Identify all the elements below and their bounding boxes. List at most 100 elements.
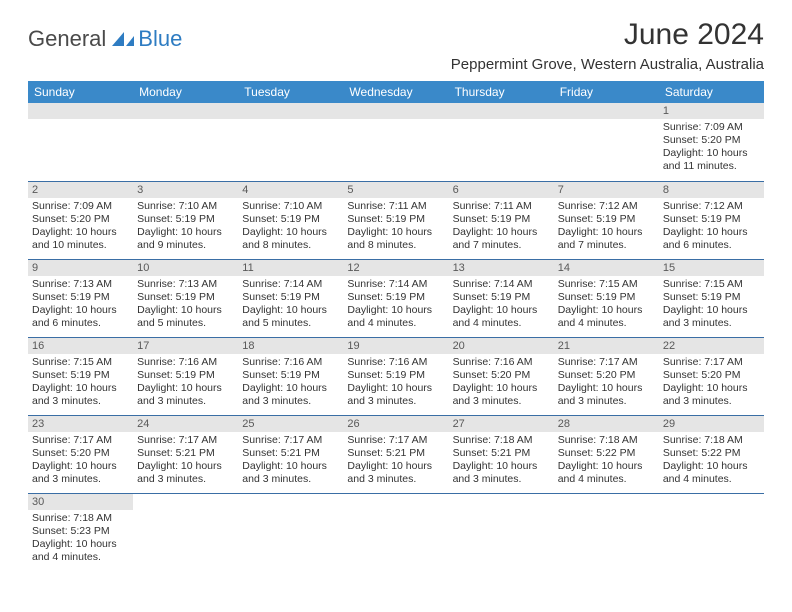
calendar-cell: 13Sunrise: 7:14 AMSunset: 5:19 PMDayligh… xyxy=(449,259,554,337)
calendar-cell: 20Sunrise: 7:16 AMSunset: 5:20 PMDayligh… xyxy=(449,337,554,415)
daylight-text: Daylight: 10 hours and 3 minutes. xyxy=(453,382,550,408)
day-number: 23 xyxy=(28,416,133,432)
calendar-cell: 25Sunrise: 7:17 AMSunset: 5:21 PMDayligh… xyxy=(238,415,343,493)
daylight-text: Daylight: 10 hours and 3 minutes. xyxy=(137,460,234,486)
daylight-text: Daylight: 10 hours and 3 minutes. xyxy=(32,460,129,486)
empty-day-header xyxy=(554,103,659,119)
calendar-week-row: 16Sunrise: 7:15 AMSunset: 5:19 PMDayligh… xyxy=(28,337,764,415)
daylight-text: Daylight: 10 hours and 8 minutes. xyxy=(242,226,339,252)
calendar-cell: 8Sunrise: 7:12 AMSunset: 5:19 PMDaylight… xyxy=(659,181,764,259)
day-details: Sunrise: 7:13 AMSunset: 5:19 PMDaylight:… xyxy=(133,276,238,333)
day-details: Sunrise: 7:14 AMSunset: 5:19 PMDaylight:… xyxy=(449,276,554,333)
calendar-cell: 2Sunrise: 7:09 AMSunset: 5:20 PMDaylight… xyxy=(28,181,133,259)
day-details: Sunrise: 7:11 AMSunset: 5:19 PMDaylight:… xyxy=(343,198,448,255)
day-number: 28 xyxy=(554,416,659,432)
day-number: 26 xyxy=(343,416,448,432)
empty-day-header xyxy=(238,103,343,119)
sunrise-text: Sunrise: 7:17 AM xyxy=(558,356,655,369)
sunrise-text: Sunrise: 7:14 AM xyxy=(347,278,444,291)
sunrise-text: Sunrise: 7:12 AM xyxy=(558,200,655,213)
sunset-text: Sunset: 5:19 PM xyxy=(347,291,444,304)
sunset-text: Sunset: 5:19 PM xyxy=(137,213,234,226)
sunset-text: Sunset: 5:19 PM xyxy=(32,369,129,382)
sunrise-text: Sunrise: 7:10 AM xyxy=(242,200,339,213)
sunset-text: Sunset: 5:19 PM xyxy=(453,213,550,226)
sunset-text: Sunset: 5:19 PM xyxy=(242,291,339,304)
day-number: 14 xyxy=(554,260,659,276)
sunset-text: Sunset: 5:21 PM xyxy=(242,447,339,460)
sunrise-text: Sunrise: 7:13 AM xyxy=(32,278,129,291)
sunset-text: Sunset: 5:22 PM xyxy=(663,447,760,460)
calendar-cell: 21Sunrise: 7:17 AMSunset: 5:20 PMDayligh… xyxy=(554,337,659,415)
day-details: Sunrise: 7:17 AMSunset: 5:21 PMDaylight:… xyxy=(238,432,343,489)
daylight-text: Daylight: 10 hours and 3 minutes. xyxy=(558,382,655,408)
day-number: 21 xyxy=(554,338,659,354)
calendar-cell xyxy=(659,493,764,571)
weekday-header: Friday xyxy=(554,81,659,103)
day-details: Sunrise: 7:16 AMSunset: 5:19 PMDaylight:… xyxy=(343,354,448,411)
day-details: Sunrise: 7:13 AMSunset: 5:19 PMDaylight:… xyxy=(28,276,133,333)
sunset-text: Sunset: 5:19 PM xyxy=(347,369,444,382)
daylight-text: Daylight: 10 hours and 10 minutes. xyxy=(32,226,129,252)
calendar-week-row: 9Sunrise: 7:13 AMSunset: 5:19 PMDaylight… xyxy=(28,259,764,337)
day-details: Sunrise: 7:11 AMSunset: 5:19 PMDaylight:… xyxy=(449,198,554,255)
sunset-text: Sunset: 5:21 PM xyxy=(347,447,444,460)
sunrise-text: Sunrise: 7:11 AM xyxy=(347,200,444,213)
calendar-cell xyxy=(238,103,343,181)
day-details: Sunrise: 7:15 AMSunset: 5:19 PMDaylight:… xyxy=(659,276,764,333)
sunrise-text: Sunrise: 7:15 AM xyxy=(663,278,760,291)
sunrise-text: Sunrise: 7:16 AM xyxy=(242,356,339,369)
calendar-cell xyxy=(343,103,448,181)
day-number: 2 xyxy=(28,182,133,198)
month-title: June 2024 xyxy=(451,18,764,52)
sunset-text: Sunset: 5:19 PM xyxy=(453,291,550,304)
empty-day-header xyxy=(343,103,448,119)
calendar-cell xyxy=(28,103,133,181)
sunrise-text: Sunrise: 7:09 AM xyxy=(32,200,129,213)
day-details: Sunrise: 7:09 AMSunset: 5:20 PMDaylight:… xyxy=(659,119,764,176)
sunrise-text: Sunrise: 7:15 AM xyxy=(32,356,129,369)
day-details: Sunrise: 7:16 AMSunset: 5:19 PMDaylight:… xyxy=(238,354,343,411)
day-number: 20 xyxy=(449,338,554,354)
sunrise-text: Sunrise: 7:16 AM xyxy=(347,356,444,369)
calendar-cell: 30Sunrise: 7:18 AMSunset: 5:23 PMDayligh… xyxy=(28,493,133,571)
empty-day-header xyxy=(28,103,133,119)
sunset-text: Sunset: 5:21 PM xyxy=(137,447,234,460)
day-number: 10 xyxy=(133,260,238,276)
daylight-text: Daylight: 10 hours and 4 minutes. xyxy=(453,304,550,330)
calendar-cell: 23Sunrise: 7:17 AMSunset: 5:20 PMDayligh… xyxy=(28,415,133,493)
location: Peppermint Grove, Western Australia, Aus… xyxy=(451,56,764,73)
day-number: 1 xyxy=(659,103,764,119)
calendar-cell: 3Sunrise: 7:10 AMSunset: 5:19 PMDaylight… xyxy=(133,181,238,259)
sunset-text: Sunset: 5:20 PM xyxy=(663,134,760,147)
calendar-cell: 24Sunrise: 7:17 AMSunset: 5:21 PMDayligh… xyxy=(133,415,238,493)
day-number: 16 xyxy=(28,338,133,354)
daylight-text: Daylight: 10 hours and 11 minutes. xyxy=(663,147,760,173)
calendar-cell: 12Sunrise: 7:14 AMSunset: 5:19 PMDayligh… xyxy=(343,259,448,337)
sunrise-text: Sunrise: 7:17 AM xyxy=(137,434,234,447)
daylight-text: Daylight: 10 hours and 3 minutes. xyxy=(242,460,339,486)
weekday-header: Tuesday xyxy=(238,81,343,103)
day-number: 25 xyxy=(238,416,343,432)
day-details: Sunrise: 7:17 AMSunset: 5:20 PMDaylight:… xyxy=(28,432,133,489)
weekday-header: Monday xyxy=(133,81,238,103)
daylight-text: Daylight: 10 hours and 4 minutes. xyxy=(347,304,444,330)
calendar-cell: 11Sunrise: 7:14 AMSunset: 5:19 PMDayligh… xyxy=(238,259,343,337)
day-number: 15 xyxy=(659,260,764,276)
daylight-text: Daylight: 10 hours and 9 minutes. xyxy=(137,226,234,252)
day-details: Sunrise: 7:14 AMSunset: 5:19 PMDaylight:… xyxy=(343,276,448,333)
daylight-text: Daylight: 10 hours and 7 minutes. xyxy=(558,226,655,252)
day-details: Sunrise: 7:18 AMSunset: 5:23 PMDaylight:… xyxy=(28,510,133,567)
sunrise-text: Sunrise: 7:12 AM xyxy=(663,200,760,213)
day-details: Sunrise: 7:09 AMSunset: 5:20 PMDaylight:… xyxy=(28,198,133,255)
day-number: 5 xyxy=(343,182,448,198)
daylight-text: Daylight: 10 hours and 4 minutes. xyxy=(32,538,129,564)
day-details: Sunrise: 7:17 AMSunset: 5:21 PMDaylight:… xyxy=(343,432,448,489)
logo: General Blue xyxy=(28,26,182,52)
daylight-text: Daylight: 10 hours and 6 minutes. xyxy=(663,226,760,252)
day-details: Sunrise: 7:17 AMSunset: 5:21 PMDaylight:… xyxy=(133,432,238,489)
empty-day-header xyxy=(133,103,238,119)
day-details: Sunrise: 7:12 AMSunset: 5:19 PMDaylight:… xyxy=(659,198,764,255)
day-number: 9 xyxy=(28,260,133,276)
calendar-week-row: 2Sunrise: 7:09 AMSunset: 5:20 PMDaylight… xyxy=(28,181,764,259)
